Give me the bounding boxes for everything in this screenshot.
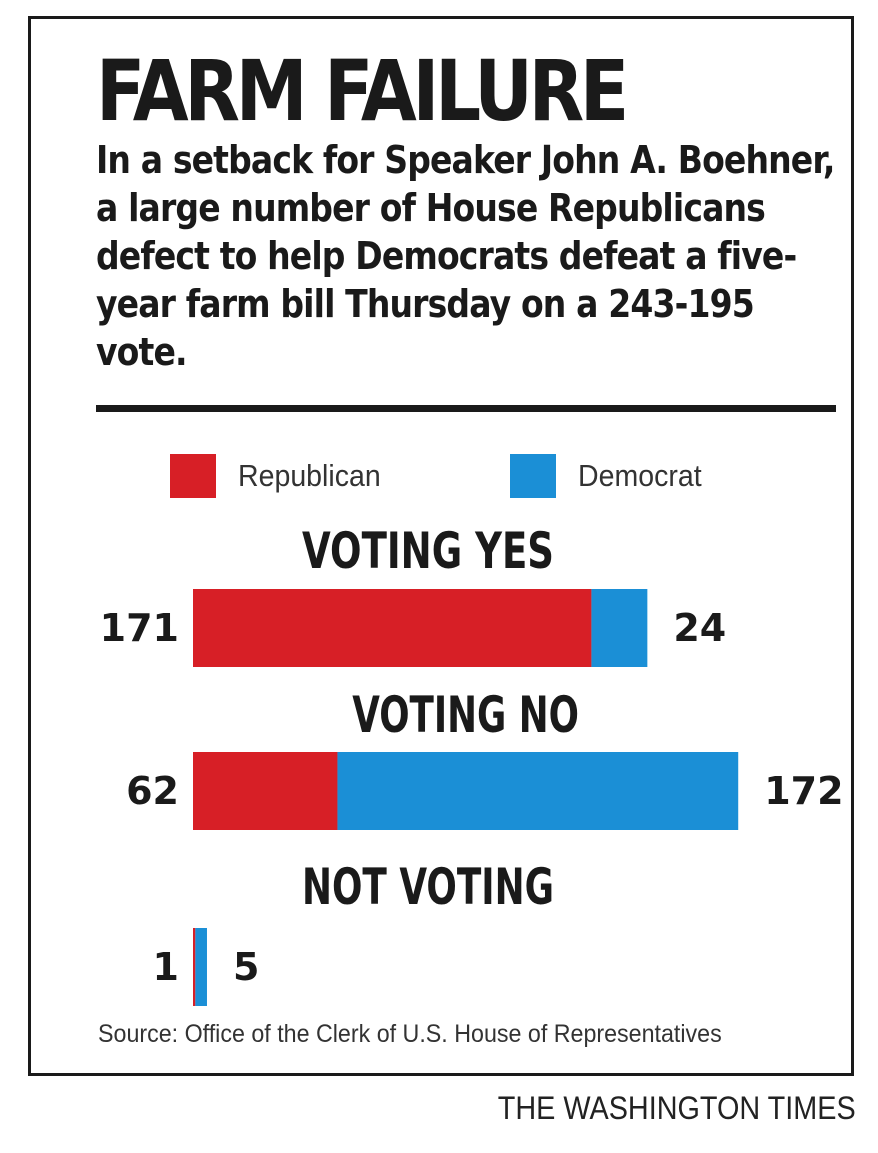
bar-democrat-voting-yes bbox=[591, 589, 648, 667]
value-label-republican-not-voting: 1 bbox=[153, 945, 179, 989]
bar-republican-not-voting bbox=[193, 928, 196, 1006]
bar-republican-voting-no bbox=[193, 752, 338, 830]
legend-swatch-republican bbox=[170, 454, 216, 498]
bar-republican-voting-yes bbox=[193, 589, 592, 667]
bar-democrat-voting-no bbox=[337, 752, 739, 830]
category-heading-voting-yes: VOTING YES bbox=[302, 522, 554, 580]
legend-item-republican: Republican bbox=[170, 454, 393, 498]
value-label-democrat-voting-no: 172 bbox=[764, 769, 843, 813]
category-heading-voting-no: VOTING NO bbox=[352, 686, 579, 744]
divider-rule bbox=[96, 405, 836, 412]
value-label-republican-voting-no: 62 bbox=[126, 769, 179, 813]
chart-subtitle: In a setback for Speaker John A. Boehner… bbox=[96, 138, 835, 374]
legend-label-republican: Republican bbox=[238, 458, 381, 493]
value-label-republican-voting-yes: 171 bbox=[100, 606, 179, 650]
publisher-credit: THE WASHINGTON TIMES bbox=[498, 1090, 856, 1126]
source-note: Source: Office of the Clerk of U.S. Hous… bbox=[98, 1020, 722, 1048]
legend-item-democrat: Democrat bbox=[510, 454, 712, 498]
chart-title: FARM FAILURE bbox=[96, 42, 629, 140]
legend-swatch-democrat bbox=[510, 454, 556, 498]
graphic-frame bbox=[28, 16, 854, 1076]
bar-democrat-not-voting bbox=[195, 928, 207, 1006]
value-label-democrat-voting-yes: 24 bbox=[673, 606, 726, 650]
value-label-democrat-not-voting: 5 bbox=[233, 945, 259, 989]
category-heading-not-voting: NOT VOTING bbox=[302, 858, 554, 916]
legend-label-democrat: Democrat bbox=[578, 458, 702, 493]
